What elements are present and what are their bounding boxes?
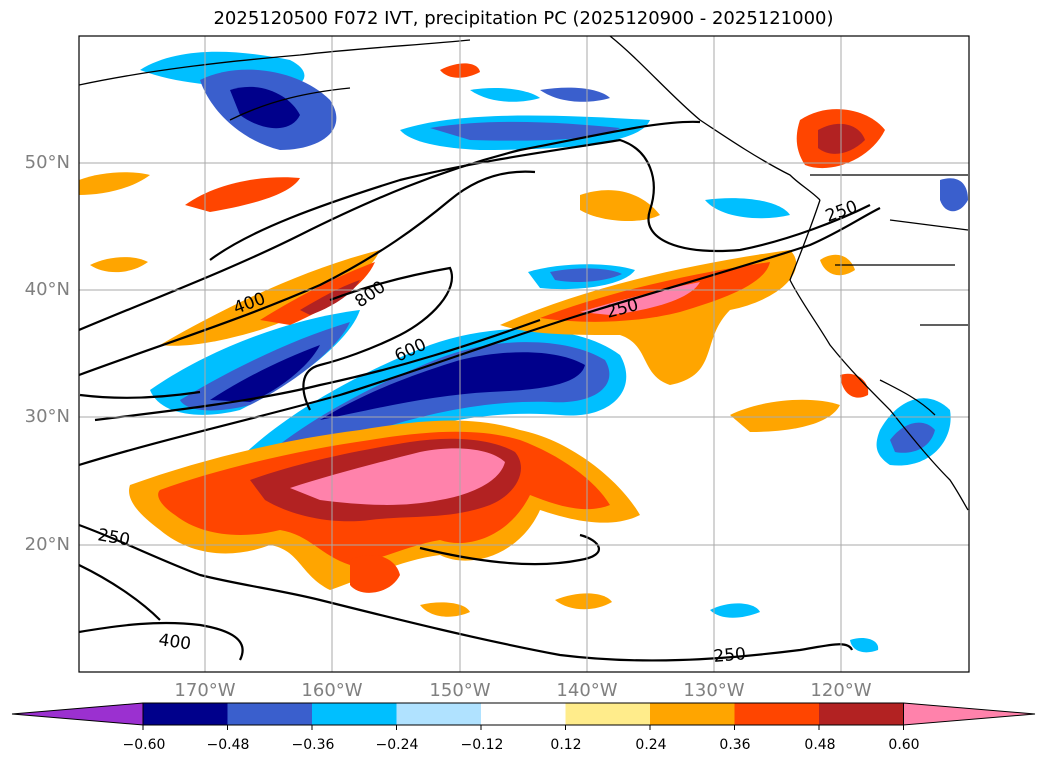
colorbar-extend-min bbox=[11, 702, 144, 726]
colorbar-tick-label: −0.12 bbox=[460, 737, 504, 753]
coastlines bbox=[79, 36, 969, 511]
colorbar-extend-max bbox=[903, 702, 1036, 726]
map-canvas: 400 800 600 250 250 250 400 250 bbox=[78, 35, 970, 673]
colorbar-tick-label: 0.12 bbox=[550, 737, 582, 753]
colorbar-tick-label: −0.48 bbox=[206, 737, 250, 753]
colorbar-segment bbox=[396, 703, 482, 725]
colorbar-tick-label: −0.60 bbox=[122, 737, 166, 753]
colorbar-tick-label: −0.24 bbox=[375, 737, 419, 753]
colorbar-segment bbox=[227, 703, 313, 725]
lon-label: 120°W bbox=[810, 680, 872, 701]
colorbar-segment bbox=[312, 703, 397, 725]
colorbar bbox=[11, 702, 1036, 730]
colorbar-tick-label: 0.48 bbox=[804, 737, 836, 753]
lon-label: 170°W bbox=[174, 680, 236, 701]
lon-label: 130°W bbox=[683, 680, 745, 701]
lon-label: 160°W bbox=[301, 680, 363, 701]
lat-label: 50°N bbox=[24, 152, 70, 173]
lat-label: 30°N bbox=[24, 406, 70, 427]
positive-anomaly-regions bbox=[79, 63, 885, 617]
contour-label: 400 bbox=[157, 630, 192, 654]
map-content bbox=[79, 36, 969, 672]
colorbar-segment bbox=[819, 703, 904, 725]
contour-label: 250 bbox=[96, 525, 131, 550]
lat-label: 20°N bbox=[24, 534, 70, 555]
colorbar-tick-label: 0.24 bbox=[635, 737, 667, 753]
colorbar-tick-label: −0.36 bbox=[291, 737, 335, 753]
colorbar-segments bbox=[11, 702, 1036, 726]
map-frame bbox=[78, 35, 970, 673]
colorbar-segment bbox=[565, 703, 651, 725]
lon-label: 140°W bbox=[556, 680, 618, 701]
graticule bbox=[79, 36, 969, 672]
colorbar-segment bbox=[143, 703, 228, 725]
lon-label: 150°W bbox=[429, 680, 491, 701]
colorbar-segment bbox=[481, 703, 566, 725]
colorbar-tick-label: 0.60 bbox=[888, 737, 920, 753]
colorbar-segment bbox=[650, 703, 735, 725]
map-title: 2025120500 F072 IVT, precipitation PC (2… bbox=[213, 8, 834, 29]
colorbar-ticks bbox=[142, 725, 904, 730]
ivt-contours bbox=[79, 120, 881, 662]
colorbar-outline bbox=[142, 702, 904, 726]
contour-label: 250 bbox=[713, 644, 747, 667]
lat-label: 40°N bbox=[24, 279, 70, 300]
colorbar-tick-label: 0.36 bbox=[719, 737, 751, 753]
colorbar-segment bbox=[734, 703, 820, 725]
